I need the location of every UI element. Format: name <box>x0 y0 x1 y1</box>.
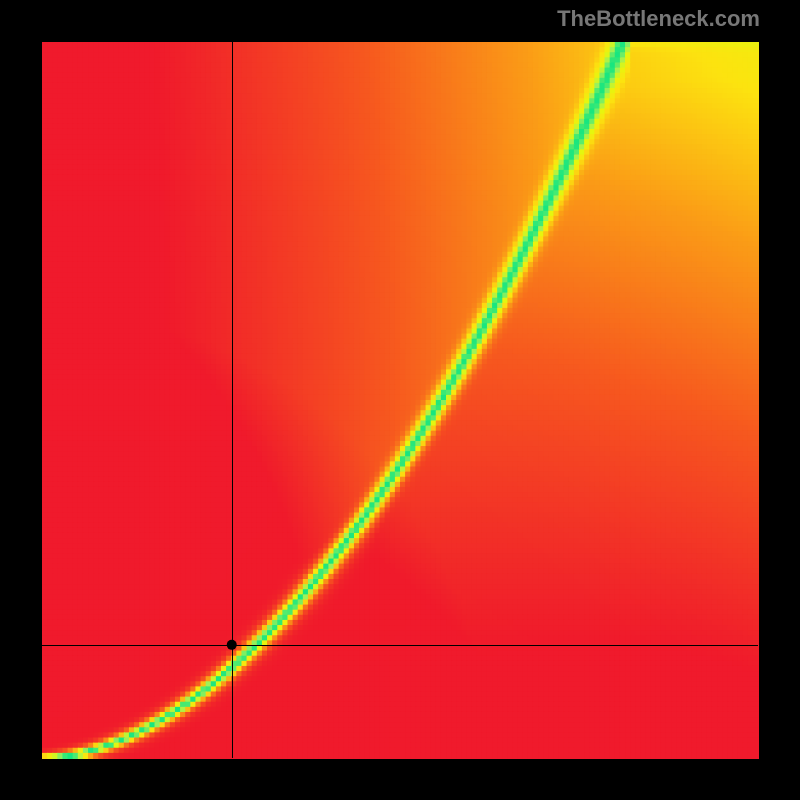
attribution-text: TheBottleneck.com <box>557 6 760 32</box>
bottleneck-heatmap-canvas <box>0 0 800 800</box>
